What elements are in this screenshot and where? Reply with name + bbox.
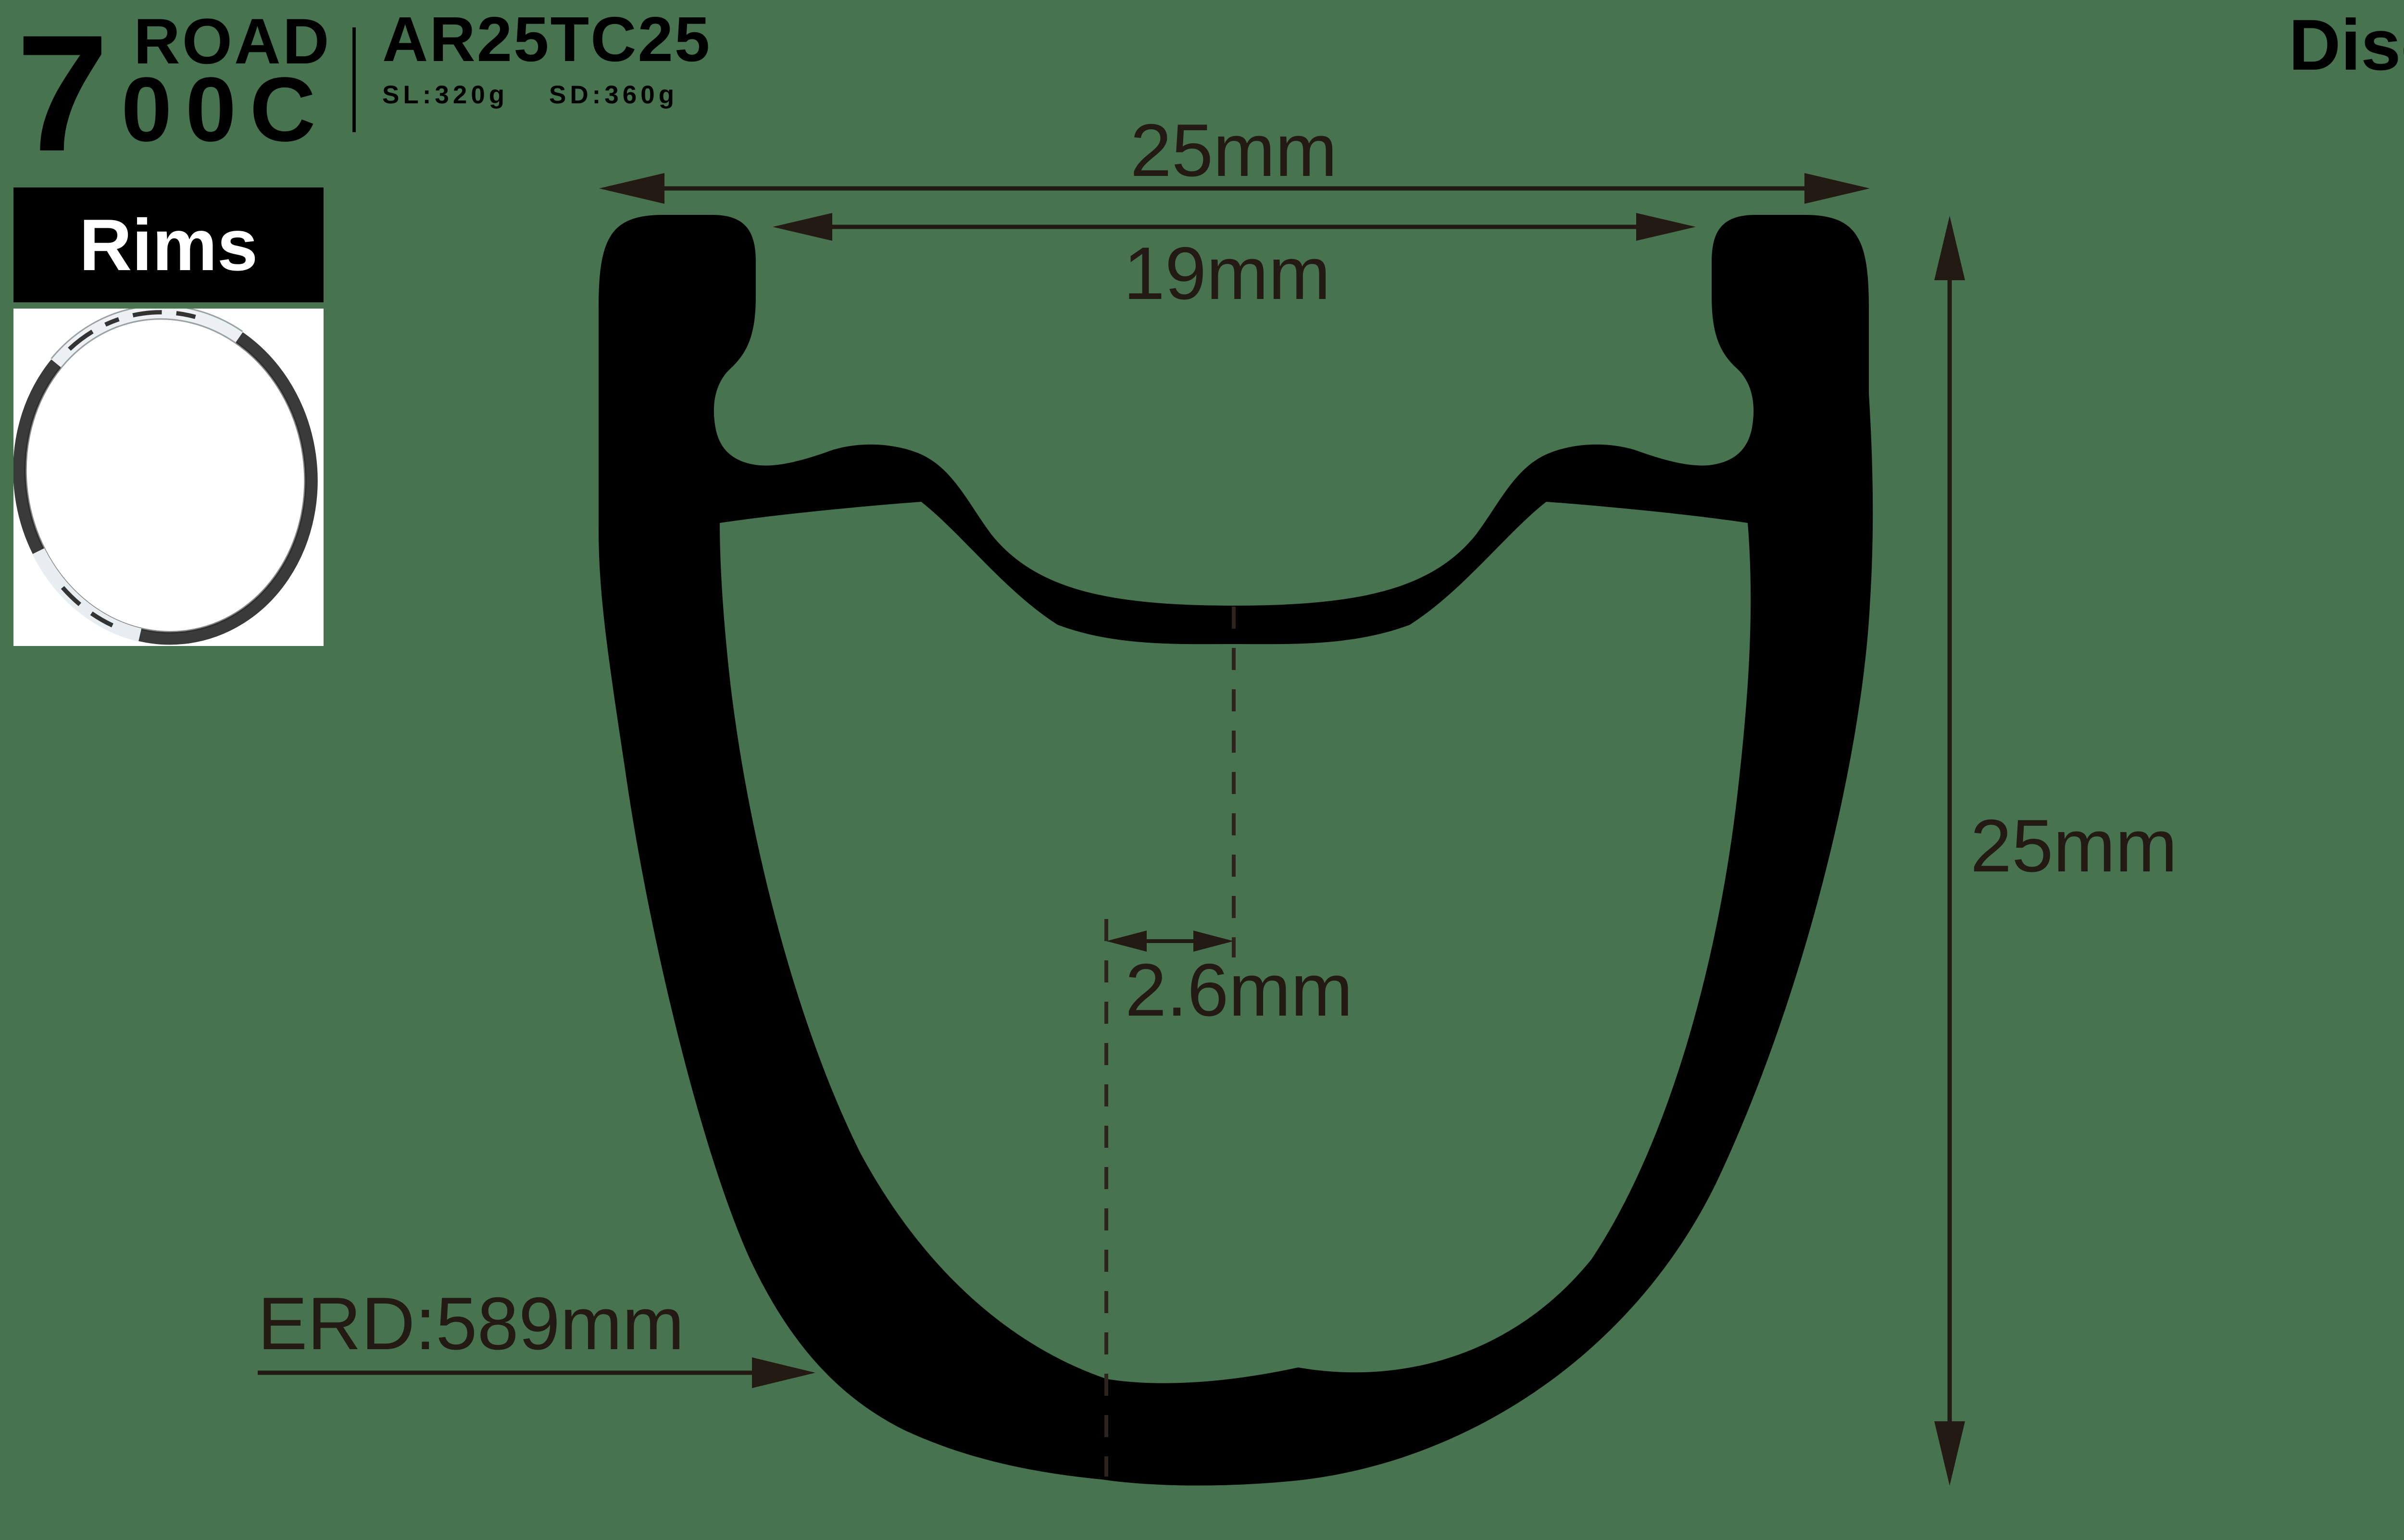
offset-arrow (1106, 931, 1234, 952)
outer-width-arrow (599, 173, 1870, 204)
rims-label-box: Rims (13, 187, 324, 302)
wheel-size-big-digit: 7 (16, 1, 109, 186)
inner-width-label: 19mm (1123, 232, 1331, 315)
model-name: AR25TC25 (382, 4, 712, 75)
rim-photo-box (12, 305, 324, 646)
outer-width-label: 25mm (1130, 109, 1338, 192)
logo-divider (352, 27, 356, 132)
erd-label: ERD:589mm (258, 1282, 685, 1365)
depth-label: 25mm (1970, 804, 2178, 887)
inner-width-arrow (773, 213, 1696, 241)
rims-label: Rims (79, 204, 258, 286)
road-label: ROAD (134, 6, 331, 77)
weight-sd: SD:360g (549, 81, 678, 109)
weight-sl: SL:320g (382, 81, 509, 109)
depth-arrow (1934, 216, 1965, 1486)
brake-type-label: Disc (2289, 4, 2404, 85)
rim-cross-section (599, 215, 1873, 1486)
wheel-size-rest: 00C (121, 59, 329, 161)
offset-label: 2.6mm (1125, 948, 1353, 1031)
erd-arrow (258, 1357, 815, 1388)
